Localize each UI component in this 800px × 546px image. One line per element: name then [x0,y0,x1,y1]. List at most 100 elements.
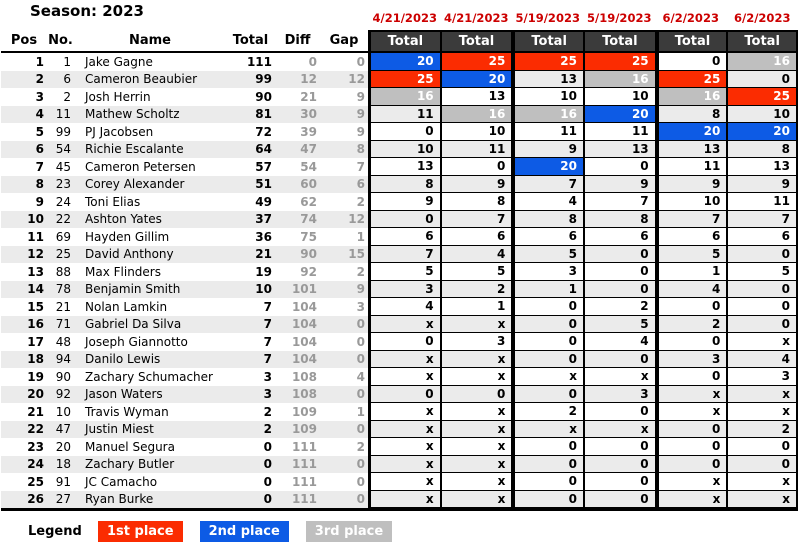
total-points-cell: 49 [255,194,272,209]
total-points-cell: 36 [255,229,272,244]
column-header-race-total[interactable]: Total [439,30,512,53]
column-header-race-total[interactable]: Total [654,30,727,53]
standings-row[interactable]: 22 47 Justin Miest 2 109 0 x x x x 0 2 [1,420,798,438]
standings-row[interactable]: 9 24 Toni Elias 49 62 2 9 8 4 7 10 11 [1,193,798,211]
total-points-cell: 90 [255,89,272,104]
legend-second-place-badge: 2nd place [199,521,289,542]
race-points-cell: 7 [439,210,512,228]
gap-cell: 0 [356,334,365,349]
gap-cell: 3 [356,299,365,314]
race-points-cell: x [368,438,440,456]
race-points-cell: x [582,368,655,386]
standings-row[interactable]: 15 21 Nolan Lamkin 7 104 3 4 1 0 2 0 0 [1,298,798,316]
standings-row[interactable]: 19 90 Zachary Schumacher 3 108 4 x x x x 0 3 [1,368,798,386]
race-points-cell: 0 [654,333,727,351]
race-points-cell: 11 [368,105,440,123]
race-points-cell: 0 [511,455,583,473]
race-points-cell: 0 [511,315,583,333]
race-points-cell: x [368,368,440,386]
total-points-cell: 72 [255,124,272,139]
rider-name-cell: Cameron Beaubier [85,72,198,87]
gap-cell: 0 [356,474,365,489]
race-date: 4/21/2023 [444,11,509,25]
race-points-cell: 3 [511,263,583,281]
standings-row[interactable]: 13 88 Max Flinders 19 92 2 5 5 3 0 1 5 [1,263,798,281]
race-points-cell: 0 [654,368,727,386]
race-points-cell: 0 [582,158,655,176]
standings-row[interactable]: 6 54 Richie Escalante 64 47 8 10 11 9 13 13 8 [1,140,798,158]
total-points-cell: 51 [255,177,272,192]
pos-cell: 15 [27,299,44,314]
standings-row[interactable]: 17 48 Joseph Giannotto 7 104 0 0 3 0 4 0 x [1,333,798,351]
standings-row[interactable]: 26 27 Ryan Burke 0 111 0 x x 0 0 x x [1,490,798,508]
standings-row[interactable]: 10 22 Ashton Yates 37 74 12 0 7 8 8 7 7 [1,210,798,228]
standings-row[interactable]: 5 99 PJ Jacobsen 72 39 9 0 10 11 11 20 20 [1,123,798,141]
race-points-cell: 0 [654,298,727,316]
standings-row[interactable]: 25 91 JC Camacho 0 111 0 x x 0 0 x x [1,473,798,491]
diff-cell: 109 [291,422,317,437]
column-header-race-total[interactable]: Total [726,30,798,53]
column-header-race-total[interactable]: Total [511,30,583,53]
standings-row[interactable]: 24 18 Zachary Butler 0 111 0 x x 0 0 0 0 [1,455,798,473]
column-header-pos[interactable]: Pos [1,30,47,53]
standings-row[interactable]: 23 20 Manuel Segura 0 111 2 x x 0 0 0 0 [1,438,798,456]
standings-row[interactable]: 1 1 Jake Gagne 111 0 0 20 25 25 25 0 16 [1,53,798,71]
race-points-cell: 7 [582,193,655,211]
rider-name-cell: Ashton Yates [85,212,162,227]
column-header-total[interactable]: Total [226,30,275,53]
column-header-race-total[interactable]: Total [368,30,440,53]
number-cell: 91 [55,474,71,489]
standings-row[interactable]: 8 23 Corey Alexander 51 60 6 8 9 7 9 9 9 [1,175,798,193]
gap-cell: 1 [356,229,365,244]
total-points-cell: 0 [263,474,272,489]
race-points-cell: 8 [582,210,655,228]
pos-cell: 24 [27,457,44,472]
standings-row[interactable]: 21 10 Travis Wyman 2 109 1 x x 2 0 x x [1,403,798,421]
race-points-cell: 25 [368,70,440,88]
standings-row[interactable]: 4 11 Mathew Scholtz 81 30 9 11 16 16 20 8 10 [1,105,798,123]
standings-row[interactable]: 14 78 Benjamin Smith 10 101 9 3 2 1 0 4 0 [1,280,798,298]
race-points-cell: 0 [439,385,512,403]
race-points-cell: x [654,473,727,491]
standings-table: Pos No. Name Total Diff Gap Total Total … [1,30,798,508]
column-header-no[interactable]: No. [47,30,74,53]
column-header-gap[interactable]: Gap [320,30,368,53]
diff-cell: 39 [300,124,317,139]
gap-cell: 2 [356,264,365,279]
race-points-cell: 20 [368,53,440,71]
race-points-cell: x [439,350,512,368]
total-points-cell: 10 [255,282,272,297]
race-points-cell: 0 [368,123,440,141]
rider-name-cell: Jake Gagne [85,54,153,69]
pos-cell: 9 [35,194,44,209]
race-points-cell: 0 [726,280,798,298]
number-cell: 48 [55,334,71,349]
legend-first-place-badge: 1st place [98,521,183,542]
column-header-race-total[interactable]: Total [582,30,655,53]
standings-row[interactable]: 3 2 Josh Herrin 90 21 9 16 13 10 10 16 25 [1,88,798,106]
gap-cell: 9 [356,107,365,122]
gap-cell: 9 [356,124,365,139]
race-points-cell: 20 [654,123,727,141]
rider-name-cell: PJ Jacobsen [85,124,154,139]
column-header-diff[interactable]: Diff [275,30,320,53]
standings-row[interactable]: 16 71 Gabriel Da Silva 7 104 0 x x 0 5 2 0 [1,315,798,333]
race-points-cell: 10 [511,88,583,106]
standings-row[interactable]: 2 6 Cameron Beaubier 99 12 12 25 20 13 16 25 0 [1,70,798,88]
race-points-cell: 7 [654,210,727,228]
pos-cell: 2 [35,72,44,87]
race-points-cell: 0 [726,438,798,456]
column-header-name[interactable]: Name [74,30,226,53]
race-points-cell: x [439,438,512,456]
standings-row[interactable]: 11 69 Hayden Gillim 36 75 1 6 6 6 6 6 6 [1,228,798,246]
race-points-cell: 25 [439,53,512,71]
pos-cell: 1 [35,54,44,69]
standings-row[interactable]: 20 92 Jason Waters 3 108 0 0 0 0 3 x x [1,385,798,403]
standings-row[interactable]: 12 25 David Anthony 21 90 15 7 4 5 0 5 0 [1,245,798,263]
race-points-cell: x [439,455,512,473]
total-points-cell: 3 [263,369,272,384]
standings-row[interactable]: 7 45 Cameron Petersen 57 54 7 13 0 20 0 11 13 [1,158,798,176]
standings-row[interactable]: 18 94 Danilo Lewis 7 104 0 x x 0 0 3 4 [1,350,798,368]
diff-cell: 75 [300,229,317,244]
gap-cell: 15 [348,247,365,262]
